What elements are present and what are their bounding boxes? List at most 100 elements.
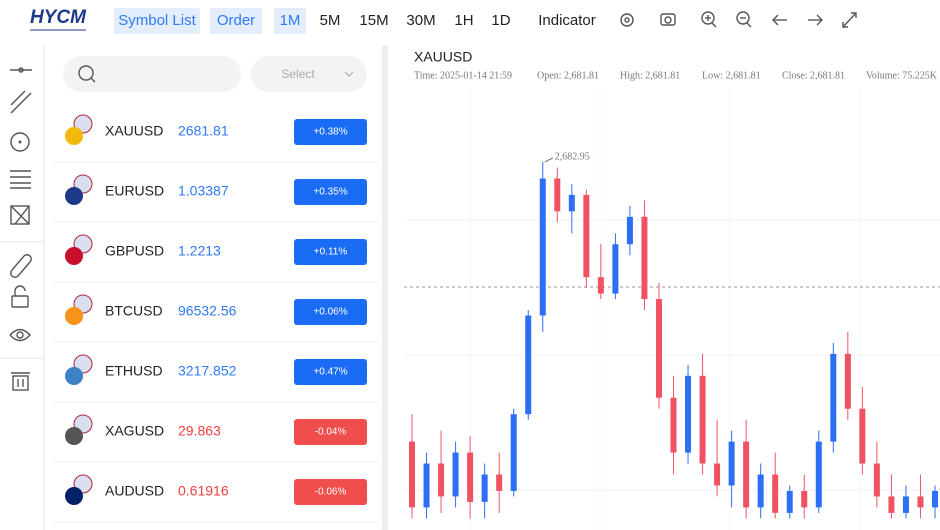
circle-tool[interactable] (10, 132, 30, 152)
candle-body (539, 178, 546, 316)
symbol-name[interactable]: EURUSD (105, 183, 164, 199)
change-label: +0.06% (313, 307, 347, 318)
ohlc-info: Time: 2025-01-14 21:59 (414, 70, 512, 81)
right-arrow-icon[interactable] (808, 14, 823, 26)
symbol-price: 0.61916 (178, 483, 229, 499)
toolbar-button[interactable]: 1H (454, 12, 473, 29)
toolbar-button[interactable]: Order (217, 12, 255, 29)
candle-body (641, 216, 648, 300)
chart-title: XAUUSD (414, 49, 472, 65)
candle-body (786, 490, 793, 513)
symbol-price: 3217.852 (178, 363, 237, 379)
candle-body (743, 441, 750, 508)
change-label: +0.35% (313, 187, 347, 198)
change-label: -0.06% (315, 487, 347, 498)
candle-body (728, 441, 735, 486)
toolbar-button[interactable]: 1M (280, 12, 301, 29)
candle-body (655, 299, 662, 398)
change-badge (294, 359, 367, 385)
symbol-price: 1.2213 (178, 243, 221, 259)
symbol-name[interactable]: ETHUSD (105, 363, 163, 379)
symbol-list: XAUUSD 2681.81 +0.38% EURUSD 1.03387 +0.35% GB… (52, 114, 377, 523)
ray-tool[interactable] (10, 90, 32, 114)
asset-icon (65, 307, 83, 325)
candle-body (481, 474, 488, 502)
candle-body (612, 244, 619, 294)
visibility-tool[interactable] (9, 328, 31, 342)
change-label: -0.04% (315, 427, 347, 438)
toolbar-button[interactable]: 15M (359, 12, 388, 29)
ohlc-info: High: 2,681.81 (620, 70, 680, 81)
fullscreen-icon[interactable] (842, 12, 857, 28)
symbol-name[interactable]: AUDUSD (105, 483, 164, 499)
symbol-price: 29.863 (178, 423, 221, 439)
symbol-name[interactable]: BTCUSD (105, 303, 163, 319)
magnet-tool[interactable] (10, 254, 32, 278)
symbol-panel (52, 45, 378, 530)
search-icon (90, 77, 96, 83)
asset-icon (65, 187, 83, 205)
candle-body (685, 375, 692, 453)
candle-body (830, 353, 837, 442)
change-label: +0.38% (313, 127, 347, 138)
symbol-price: 2681.81 (178, 123, 229, 139)
ohlc-info: Close: 2,681.81 (782, 70, 845, 81)
candle-body (917, 496, 924, 508)
symbol-name[interactable]: GBPUSD (105, 243, 164, 259)
toolbar-button[interactable]: 1D (491, 12, 510, 29)
high-marker-line (544, 157, 553, 163)
change-badge (294, 419, 367, 445)
lock-tool[interactable] (11, 285, 29, 308)
candle-body (670, 397, 677, 453)
toolbar: Symbol List Order 1M 5M 15M 30M 1H 1D Indicator (114, 8, 596, 34)
symbol-name[interactable]: XAGUSD (105, 423, 164, 439)
ohlc-info: Open: 2,681.81 (537, 70, 599, 81)
fib-tool[interactable] (10, 170, 31, 189)
line-tool[interactable] (10, 67, 32, 73)
candle-body (815, 441, 822, 508)
candle-body (714, 463, 721, 486)
candle-body (932, 490, 938, 508)
candle-body (902, 496, 909, 513)
symbol-name[interactable]: XAUUSD (105, 123, 163, 139)
asset-icon (65, 367, 83, 385)
change-badge (294, 479, 367, 505)
toolbar-button[interactable]: 5M (320, 12, 341, 29)
symbol-price: 96532.56 (178, 303, 237, 319)
candle-body (597, 277, 604, 294)
candle-body (801, 490, 808, 508)
logo: HYCM (30, 7, 87, 28)
zoom-in-icon[interactable] (701, 11, 717, 28)
asset-icon (65, 487, 83, 505)
change-badge (294, 299, 367, 325)
asset-icon (65, 127, 83, 145)
change-badge (294, 119, 367, 145)
toolbar-button[interactable]: Indicator (538, 12, 596, 29)
settings-icon[interactable] (620, 13, 634, 27)
candle-body (888, 496, 895, 513)
camera-icon[interactable] (660, 13, 676, 26)
candle-body (525, 315, 532, 415)
symbol-price: 1.03387 (178, 183, 229, 199)
delete-tool[interactable] (11, 372, 30, 391)
candle-body (467, 452, 474, 502)
candle-body (409, 441, 415, 508)
candle-body (873, 463, 880, 497)
candle-body (772, 474, 779, 513)
select-box[interactable] (251, 56, 367, 92)
toolbar-button-bg (274, 8, 306, 34)
shape-tool[interactable] (10, 205, 30, 225)
search-box[interactable] (63, 56, 241, 92)
ohlc-info: Volume: 75.225K (866, 70, 938, 81)
candle-body (438, 463, 445, 497)
candle-body (699, 375, 706, 464)
zoom-out-icon[interactable] (736, 11, 752, 28)
toolbar-button[interactable]: 30M (406, 12, 435, 29)
change-badge (294, 239, 367, 265)
toolbar-button[interactable]: Symbol List (118, 12, 196, 29)
toolbar-button-bg (210, 8, 262, 34)
ohlc-info: Low: 2,681.81 (702, 70, 761, 81)
asset-icon (65, 247, 83, 265)
candle-body (757, 474, 764, 508)
left-arrow-icon[interactable] (772, 14, 787, 26)
